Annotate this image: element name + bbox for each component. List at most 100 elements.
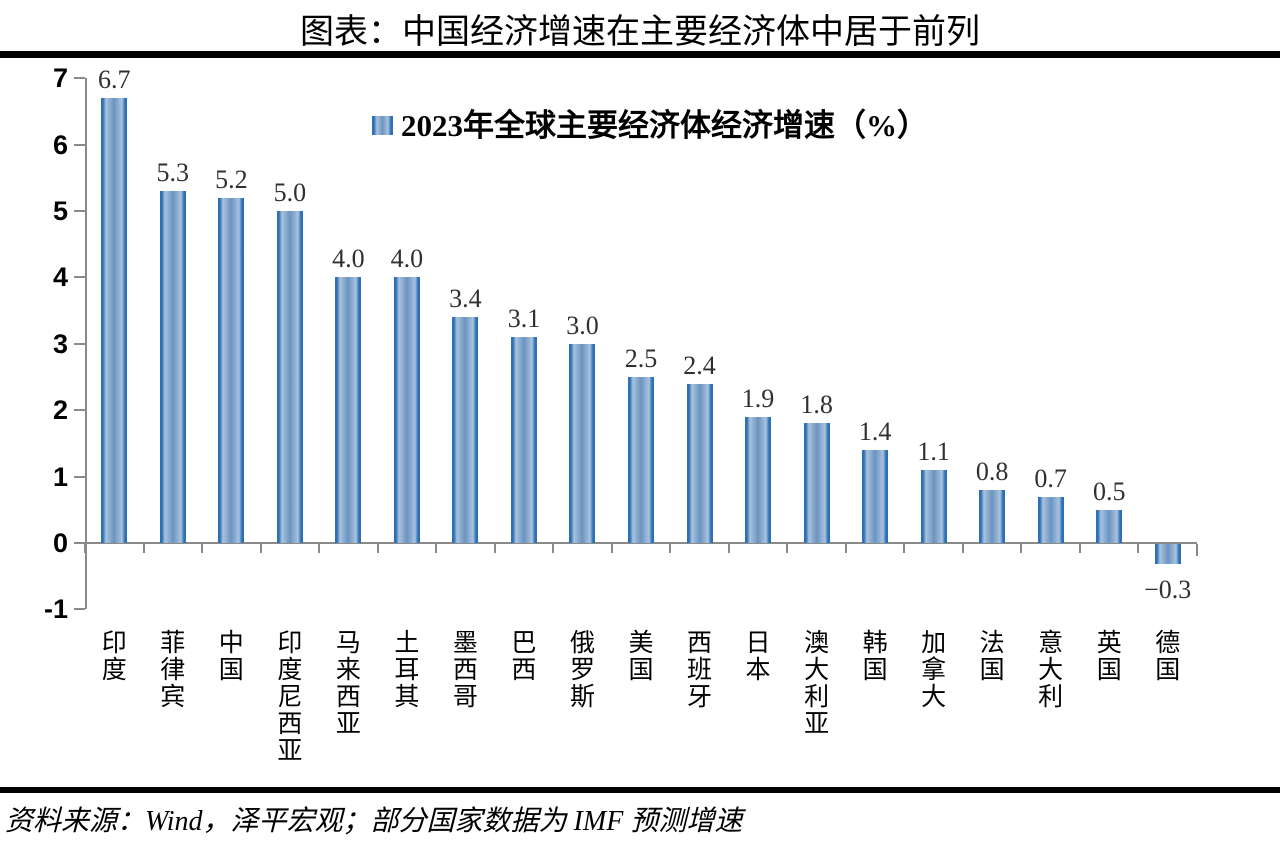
category-label-char: 亚	[277, 738, 303, 765]
bar	[159, 191, 186, 543]
bar-value-label: 5.0	[273, 178, 307, 207]
bar	[920, 469, 947, 543]
category-label: 墨西哥	[450, 630, 480, 711]
y-axis-tick	[74, 276, 85, 279]
category-label: 菲律宾	[158, 630, 188, 711]
category-label-char: 国	[1096, 657, 1122, 684]
category-label: 英国	[1094, 630, 1124, 684]
bar	[452, 317, 479, 543]
category-label-char: 西	[277, 711, 303, 738]
x-axis-tick	[1196, 544, 1198, 556]
bottom-divider-rule	[0, 787, 1280, 793]
bar-value-label: 1.1	[917, 436, 950, 466]
bar	[979, 489, 1006, 543]
category-label-char: 尼	[277, 684, 303, 711]
x-axis-tick	[669, 544, 672, 553]
bar-value-label: 4.0	[332, 244, 365, 274]
bar-value-label: −0.3	[1144, 574, 1192, 604]
chart-legend: 2023年全球主要经济体经济增速（%）	[372, 110, 928, 142]
x-axis-tick	[201, 544, 204, 553]
category-label-char: 律	[160, 657, 186, 684]
bar-value-label: 4.0	[390, 244, 424, 274]
legend-swatch-icon	[372, 116, 393, 135]
category-label-char: 国	[218, 657, 244, 684]
bar-value-label: 0.7	[1034, 463, 1067, 493]
bar-value-label: 1.9	[741, 383, 775, 413]
bar-value-label: 2.5	[624, 344, 658, 373]
x-axis-line	[85, 542, 1197, 544]
bar-value-label: 1.8	[800, 390, 833, 420]
y-tick-label: -1	[43, 594, 68, 625]
category-label-char: 牙	[687, 684, 713, 711]
category-label: 法国	[977, 630, 1007, 684]
category-label-char: 德	[1155, 630, 1181, 657]
category-label: 韩国	[860, 630, 890, 684]
x-axis-tick	[727, 544, 730, 553]
category-label-char: 亚	[804, 711, 830, 738]
category-label-char: 意	[1038, 630, 1064, 657]
y-axis-tick	[74, 210, 85, 212]
category-label-char: 利	[804, 684, 830, 711]
bar-value-label: 0.5	[1092, 476, 1126, 506]
category-label-char: 宾	[160, 684, 186, 711]
y-axis-tick	[74, 143, 85, 146]
category-label-char: 西	[511, 657, 537, 684]
bar	[101, 98, 128, 543]
y-tick-label: 1	[52, 461, 68, 492]
category-label: 马来西亚	[333, 630, 363, 738]
bar	[1037, 496, 1064, 543]
bar	[862, 450, 889, 543]
x-axis-tick	[84, 544, 86, 553]
category-label: 中国	[216, 630, 246, 684]
category-label-char: 亚	[335, 711, 361, 738]
category-label-char: 巴	[511, 630, 537, 657]
bar	[218, 197, 245, 543]
x-axis-tick	[1137, 544, 1140, 553]
x-axis-tick	[552, 544, 555, 553]
y-axis-tick	[74, 608, 85, 611]
y-axis-tick	[74, 409, 85, 412]
bar-value-label: 0.8	[975, 456, 1009, 486]
bar	[276, 211, 303, 543]
category-label-char: 俄	[569, 630, 595, 657]
bar	[335, 277, 362, 543]
category-label-char: 利	[1038, 684, 1064, 711]
category-label-char: 其	[394, 684, 420, 711]
y-axis-line	[85, 78, 87, 610]
bar-value-label: 2.4	[683, 350, 716, 380]
bar-value-label: 3.0	[566, 310, 599, 340]
x-axis-tick	[903, 544, 906, 553]
category-label-char: 中	[218, 630, 244, 657]
x-axis-tick	[318, 544, 321, 553]
chart-title: 图表：中国经济增速在主要经济体中居于前列	[300, 14, 980, 51]
category-label: 德国	[1153, 630, 1183, 684]
category-label-char: 美	[628, 630, 654, 657]
bar	[569, 343, 596, 543]
bar-value-label: 3.1	[507, 304, 541, 334]
category-label: 日本	[743, 630, 773, 684]
x-axis-tick	[376, 544, 379, 553]
category-label-char: 国	[862, 657, 888, 684]
x-axis-tick	[1020, 544, 1023, 553]
category-label: 澳大利亚	[802, 630, 832, 738]
y-axis-tick	[74, 77, 85, 80]
bar	[686, 383, 713, 543]
category-label-char: 本	[745, 657, 771, 684]
bar	[803, 423, 830, 543]
x-axis-tick	[142, 544, 145, 553]
category-label-char: 土	[394, 630, 420, 657]
bar-value-label: 1.4	[858, 417, 892, 447]
y-axis-tick	[74, 342, 85, 345]
category-label-char: 墨	[452, 630, 478, 657]
bar-value-label: 6.7	[98, 65, 131, 95]
category-label-char: 加	[921, 630, 947, 657]
legend-label: 2023年全球主要经济体经济增速（%）	[401, 108, 928, 143]
category-label-char: 耳	[394, 657, 420, 684]
category-label: 印度尼西亚	[275, 630, 305, 765]
bar	[510, 337, 537, 543]
x-axis-tick	[259, 544, 262, 553]
category-label-char: 英	[1096, 630, 1122, 657]
x-axis-tick	[1078, 544, 1081, 553]
bar-value-label: 5.3	[156, 158, 190, 188]
category-label-char: 大	[1038, 657, 1064, 684]
